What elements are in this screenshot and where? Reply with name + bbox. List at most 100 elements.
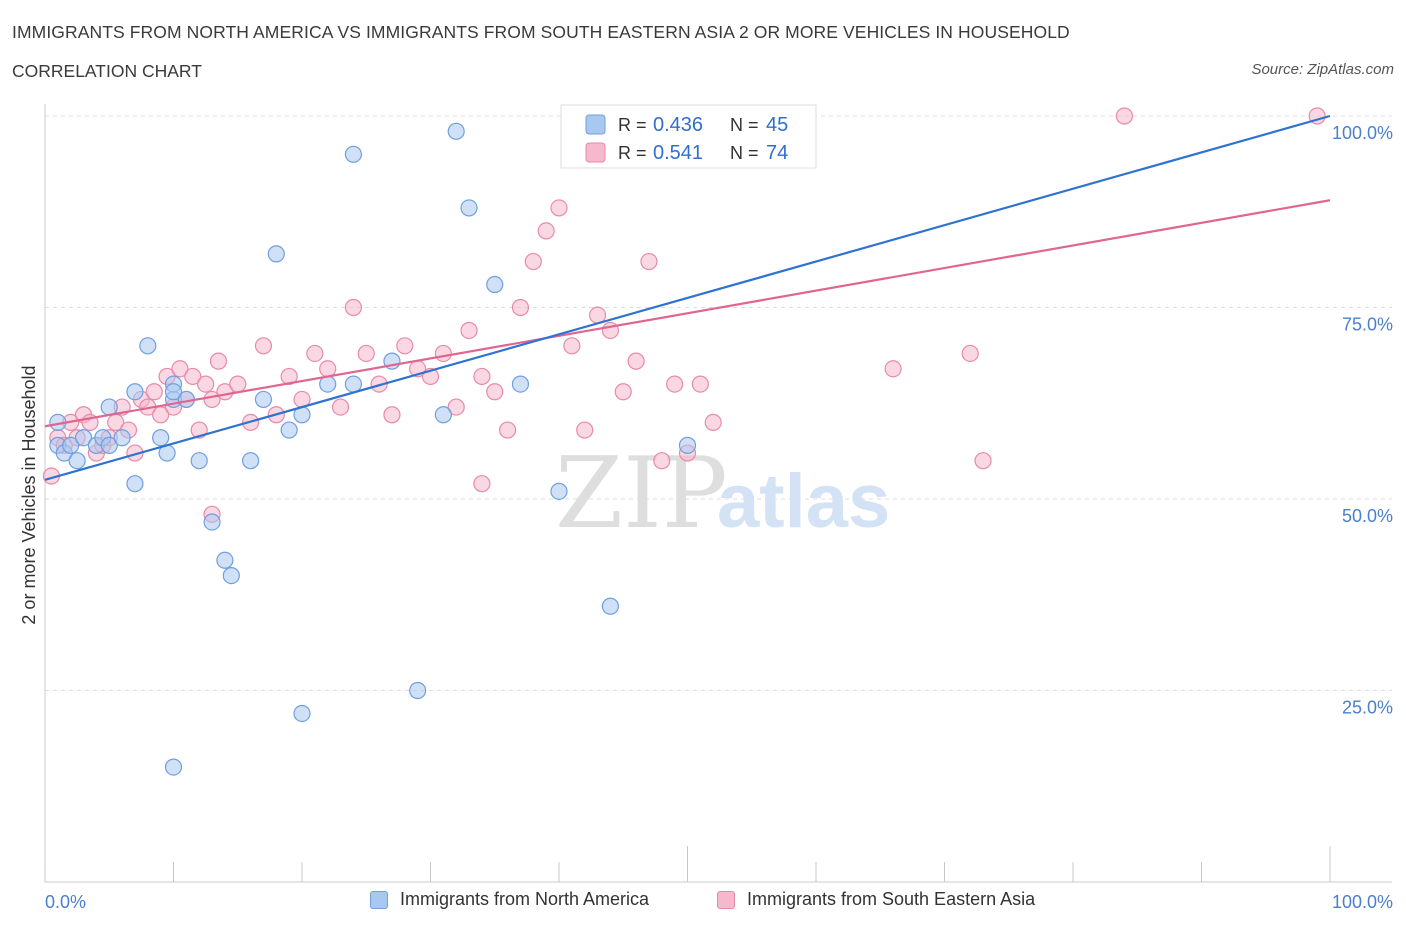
data-point bbox=[499, 421, 517, 439]
data-point bbox=[396, 337, 414, 355]
stats-r-value: 0.541 bbox=[653, 142, 703, 164]
data-point bbox=[197, 375, 215, 393]
data-point bbox=[537, 222, 555, 240]
stats-r-label: R = bbox=[618, 143, 647, 163]
series-south-eastern-asia bbox=[42, 107, 1326, 523]
y-tick-label: 25.0% bbox=[1342, 698, 1393, 718]
data-point bbox=[164, 758, 183, 776]
data-point bbox=[293, 704, 311, 723]
data-point bbox=[171, 360, 189, 378]
y-tick-label: 50.0% bbox=[1342, 506, 1393, 526]
data-point bbox=[473, 475, 491, 493]
data-point bbox=[627, 352, 645, 370]
series-north-america bbox=[49, 122, 697, 776]
data-point bbox=[961, 344, 979, 363]
data-point bbox=[216, 551, 234, 569]
data-point bbox=[511, 298, 530, 317]
y-axis-label: 2 or more Vehicles in Household bbox=[19, 365, 39, 624]
data-point bbox=[434, 406, 452, 424]
y-tick-label: 75.0% bbox=[1342, 315, 1393, 335]
stats-box: R = 0.436 N = 45 R = 0.541 N = 74 bbox=[560, 104, 817, 169]
data-point bbox=[100, 398, 118, 416]
data-point bbox=[434, 344, 452, 363]
data-point bbox=[614, 383, 632, 401]
data-point bbox=[100, 436, 118, 454]
data-point bbox=[280, 421, 298, 439]
data-point bbox=[678, 436, 697, 454]
data-point bbox=[704, 413, 722, 431]
data-point bbox=[511, 375, 530, 393]
data-point bbox=[331, 398, 350, 416]
legend-swatch-pink bbox=[717, 890, 735, 909]
legend-item-south-eastern-asia[interactable]: Immigrants from South Eastern Asia bbox=[717, 889, 1035, 910]
data-point bbox=[126, 475, 144, 493]
data-point bbox=[974, 452, 992, 470]
data-point bbox=[306, 344, 324, 363]
data-point bbox=[190, 452, 208, 470]
data-point bbox=[691, 375, 709, 393]
data-point bbox=[524, 252, 542, 271]
legend-label: Immigrants from North America bbox=[400, 889, 650, 909]
data-point bbox=[126, 383, 144, 401]
data-point bbox=[319, 360, 337, 378]
x-tick-label: 0.0% bbox=[45, 892, 86, 912]
data-point bbox=[62, 436, 80, 454]
data-point bbox=[242, 452, 260, 470]
data-point bbox=[884, 360, 902, 378]
data-point bbox=[203, 513, 221, 531]
data-point bbox=[145, 383, 163, 401]
data-point bbox=[473, 367, 491, 386]
data-point bbox=[460, 321, 478, 340]
stats-n-value: 74 bbox=[766, 142, 788, 164]
data-point bbox=[229, 375, 247, 393]
stats-n-value: 45 bbox=[766, 114, 788, 136]
data-point bbox=[113, 429, 131, 447]
source-label: Source: ZipAtlas.com bbox=[1251, 61, 1394, 78]
watermark: ZIP atlas bbox=[555, 437, 890, 551]
data-point bbox=[640, 252, 658, 271]
trend-lines bbox=[44, 114, 1331, 481]
data-point bbox=[222, 566, 240, 585]
data-point bbox=[267, 245, 285, 263]
data-point bbox=[74, 429, 93, 447]
data-point bbox=[139, 337, 157, 355]
data-point bbox=[447, 122, 465, 140]
stats-n-label: N = bbox=[730, 115, 759, 135]
data-point bbox=[563, 337, 581, 355]
stats-r-value: 0.436 bbox=[653, 114, 703, 136]
data-point bbox=[344, 298, 362, 317]
stats-n-label: N = bbox=[730, 143, 759, 163]
axes: 0.0% 100.0% bbox=[44, 104, 1393, 912]
trend-line-north-america bbox=[44, 114, 1331, 481]
data-point bbox=[280, 367, 298, 386]
watermark-zip: ZIP bbox=[555, 437, 728, 551]
stats-r-label: R = bbox=[618, 115, 647, 135]
data-point bbox=[344, 375, 362, 393]
legend-swatch-blue bbox=[370, 890, 388, 909]
data-point bbox=[550, 199, 568, 217]
data-point bbox=[383, 406, 401, 424]
data-point bbox=[601, 597, 620, 615]
trend-line-south-eastern-asia bbox=[44, 199, 1331, 428]
data-point bbox=[486, 275, 504, 294]
legend-item-north-america[interactable]: Immigrants from North America bbox=[370, 889, 649, 910]
data-point bbox=[344, 145, 362, 163]
data-point bbox=[460, 199, 478, 217]
data-point bbox=[184, 367, 202, 386]
data-point bbox=[254, 390, 273, 409]
data-point bbox=[254, 337, 273, 355]
data-point bbox=[357, 344, 375, 363]
data-point bbox=[576, 421, 594, 439]
data-point bbox=[666, 375, 684, 393]
data-point bbox=[209, 352, 228, 370]
data-point bbox=[152, 429, 170, 447]
watermark-atlas: atlas bbox=[717, 459, 890, 544]
x-tick-label: 100.0% bbox=[1332, 892, 1393, 912]
data-point bbox=[486, 383, 504, 401]
data-point bbox=[1115, 107, 1134, 125]
data-point bbox=[447, 398, 465, 416]
data-point bbox=[550, 482, 568, 500]
data-point bbox=[164, 383, 183, 401]
y-tick-label: 100.0% bbox=[1332, 123, 1393, 143]
